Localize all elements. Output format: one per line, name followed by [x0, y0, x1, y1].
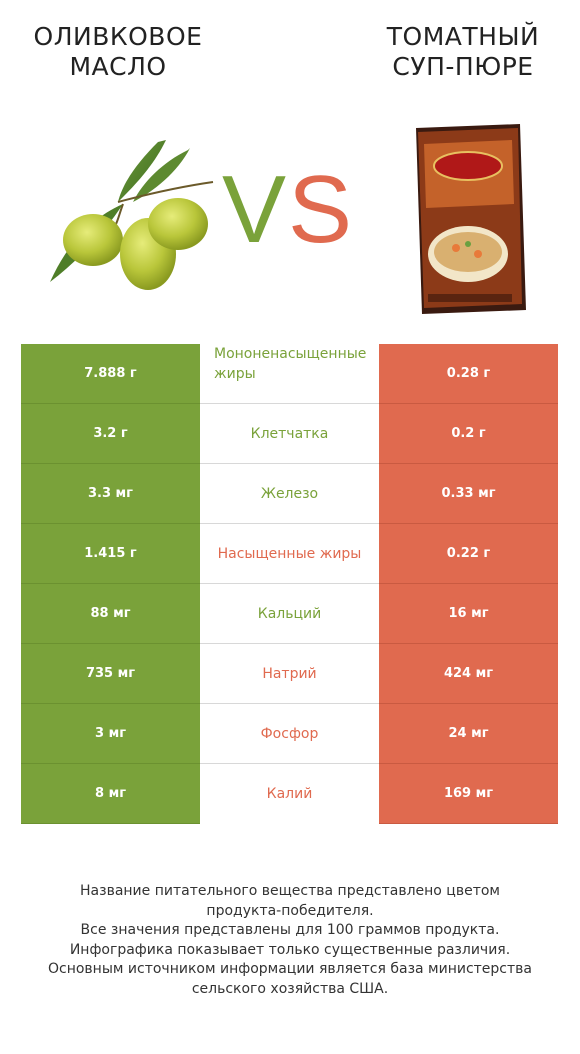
table-row: 3.3 мг Железо 0.33 мг [21, 464, 558, 524]
nutrient-label: Кальций [257, 606, 322, 622]
nutrient-label: Насыщенные жиры [217, 546, 362, 562]
left-value: 7.888 г [21, 344, 200, 404]
nutrient-comparison-table: 7.888 г Мононенасыщенные жиры 0.28 г 3.2 г Кл… [21, 344, 558, 824]
right-value: 16 мг [379, 584, 558, 644]
nutrient-label: Натрий [262, 666, 317, 682]
nutrient-label: Фосфор [260, 726, 319, 742]
table-row: 3 мг Фосфор 24 мг [21, 704, 558, 764]
right-value: 0.22 г [379, 524, 558, 584]
nutrient-label: Клетчатка [250, 426, 329, 442]
table-row: 735 мг Натрий 424 мг [21, 644, 558, 704]
nutrient-label: Калий [266, 786, 313, 802]
left-value: 3.3 мг [21, 464, 200, 524]
table-row: 88 мг Кальций 16 мг [21, 584, 558, 644]
nutrient-label: Мононенасыщенные жиры [214, 346, 367, 382]
vs-label: VS [222, 150, 354, 270]
left-value: 8 мг [21, 764, 200, 824]
footer-notes: Название питательного вещества представл… [0, 882, 580, 999]
left-value: 735 мг [21, 644, 200, 704]
footer-line: Название питательного вещества представл… [80, 883, 500, 899]
footer-line: Все значения представлены для 100 граммо… [80, 922, 500, 938]
left-value: 3.2 г [21, 404, 200, 464]
table-row: 7.888 г Мононенасыщенные жиры 0.28 г [21, 344, 558, 404]
table-row: 1.415 г Насыщенные жиры 0.22 г [21, 524, 558, 584]
left-value: 88 мг [21, 584, 200, 644]
left-value: 3 мг [21, 704, 200, 764]
soup-box-image [416, 124, 526, 314]
right-product-title: Томатный суп-пюре [386, 22, 540, 81]
footer-line: сельского хозяйства США. [191, 980, 389, 997]
table-row: 8 мг Калий 169 мг [21, 764, 558, 824]
left-product-title: Оливковое масло [33, 22, 203, 81]
right-value: 0.28 г [379, 344, 558, 404]
vs-v: V [222, 156, 289, 263]
vs-s: S [288, 156, 355, 263]
footer-line: продукта-победителя. [206, 902, 374, 919]
right-value: 0.33 мг [379, 464, 558, 524]
footer-line: Основным источником информации является … [48, 961, 532, 977]
nutrient-label: Железо [260, 486, 319, 502]
right-value: 0.2 г [379, 404, 558, 464]
right-value: 424 мг [379, 644, 558, 704]
left-value: 1.415 г [21, 524, 200, 584]
olive-image [50, 140, 214, 290]
table-row: 3.2 г Клетчатка 0.2 г [21, 404, 558, 464]
right-value: 169 мг [379, 764, 558, 824]
footer-line: Инфографика показывает только существенн… [69, 941, 511, 958]
right-value: 24 мг [379, 704, 558, 764]
